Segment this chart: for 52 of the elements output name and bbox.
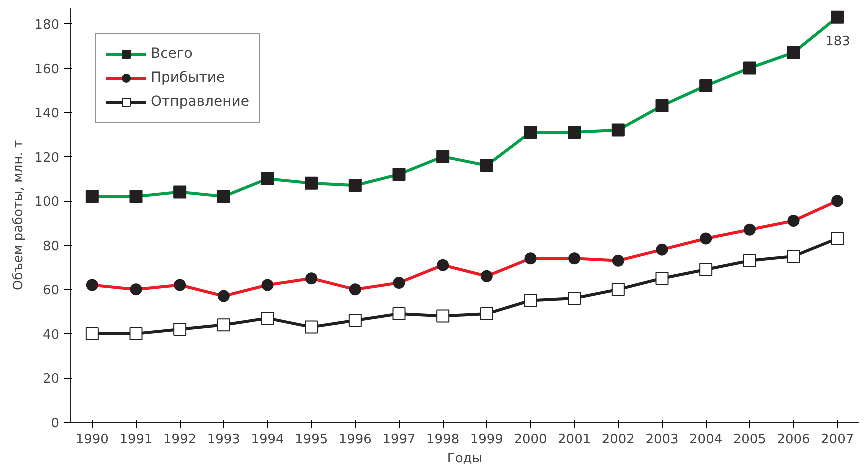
x-tick-label: 1999 bbox=[470, 432, 504, 448]
y-tick-label: 120 bbox=[34, 150, 60, 166]
y-tick-label: 100 bbox=[34, 195, 60, 210]
point bbox=[480, 308, 494, 321]
legend-label: Прибытие bbox=[151, 70, 226, 86]
point bbox=[261, 312, 274, 325]
y-tick-label: 0 bbox=[51, 416, 60, 432]
y-axis-title: Объем работы, млн. т bbox=[12, 140, 27, 291]
point bbox=[656, 272, 669, 286]
y-tick-label: 160 bbox=[34, 62, 60, 78]
point bbox=[348, 314, 362, 328]
point bbox=[86, 327, 99, 340]
x-tick-label: 1992 bbox=[164, 432, 197, 448]
point bbox=[568, 292, 582, 306]
x-tick-label: 1998 bbox=[426, 432, 460, 448]
x-tick-label: 1996 bbox=[338, 432, 372, 448]
x-tick-label: 1990 bbox=[76, 432, 109, 448]
annotation: 183 bbox=[826, 34, 850, 50]
x-tick-label: 1997 bbox=[382, 432, 416, 448]
x-tick-label: 2004 bbox=[690, 432, 723, 448]
point bbox=[524, 294, 538, 308]
y-tick-label: 180 bbox=[34, 18, 60, 33]
point bbox=[436, 310, 450, 323]
x-tick-label: 2002 bbox=[602, 432, 635, 448]
x-tick-label: 1995 bbox=[295, 432, 328, 448]
point bbox=[612, 283, 625, 296]
point bbox=[787, 250, 800, 263]
x-tick-label: 2003 bbox=[646, 432, 679, 448]
point bbox=[743, 254, 756, 268]
point bbox=[831, 232, 844, 246]
y-tick-label: 40 bbox=[42, 328, 60, 343]
point bbox=[130, 327, 143, 340]
x-tick-label: 1994 bbox=[251, 432, 284, 448]
x-axis-title: Годы bbox=[447, 452, 483, 466]
x-tick-label: 2006 bbox=[777, 432, 810, 448]
x-tick-label: 1991 bbox=[120, 432, 153, 448]
x-tick-label: 1993 bbox=[207, 432, 240, 448]
y-tick-label: 60 bbox=[42, 284, 60, 299]
point bbox=[392, 308, 406, 321]
x-tick-label: 2001 bbox=[558, 432, 592, 448]
point bbox=[305, 320, 318, 334]
x-tick-label: 2005 bbox=[733, 432, 766, 448]
legend-label: Отправление bbox=[151, 94, 250, 110]
point bbox=[174, 323, 187, 336]
x-tick-label: 2007 bbox=[821, 432, 854, 448]
y-tick-label: 80 bbox=[42, 239, 60, 254]
point bbox=[217, 318, 230, 332]
y-tick-label: 20 bbox=[42, 372, 60, 388]
y-tick-label: 140 bbox=[34, 106, 60, 122]
legend-label: Всего bbox=[151, 46, 193, 62]
x-tick-label: 2000 bbox=[514, 432, 548, 448]
point bbox=[700, 263, 713, 276]
